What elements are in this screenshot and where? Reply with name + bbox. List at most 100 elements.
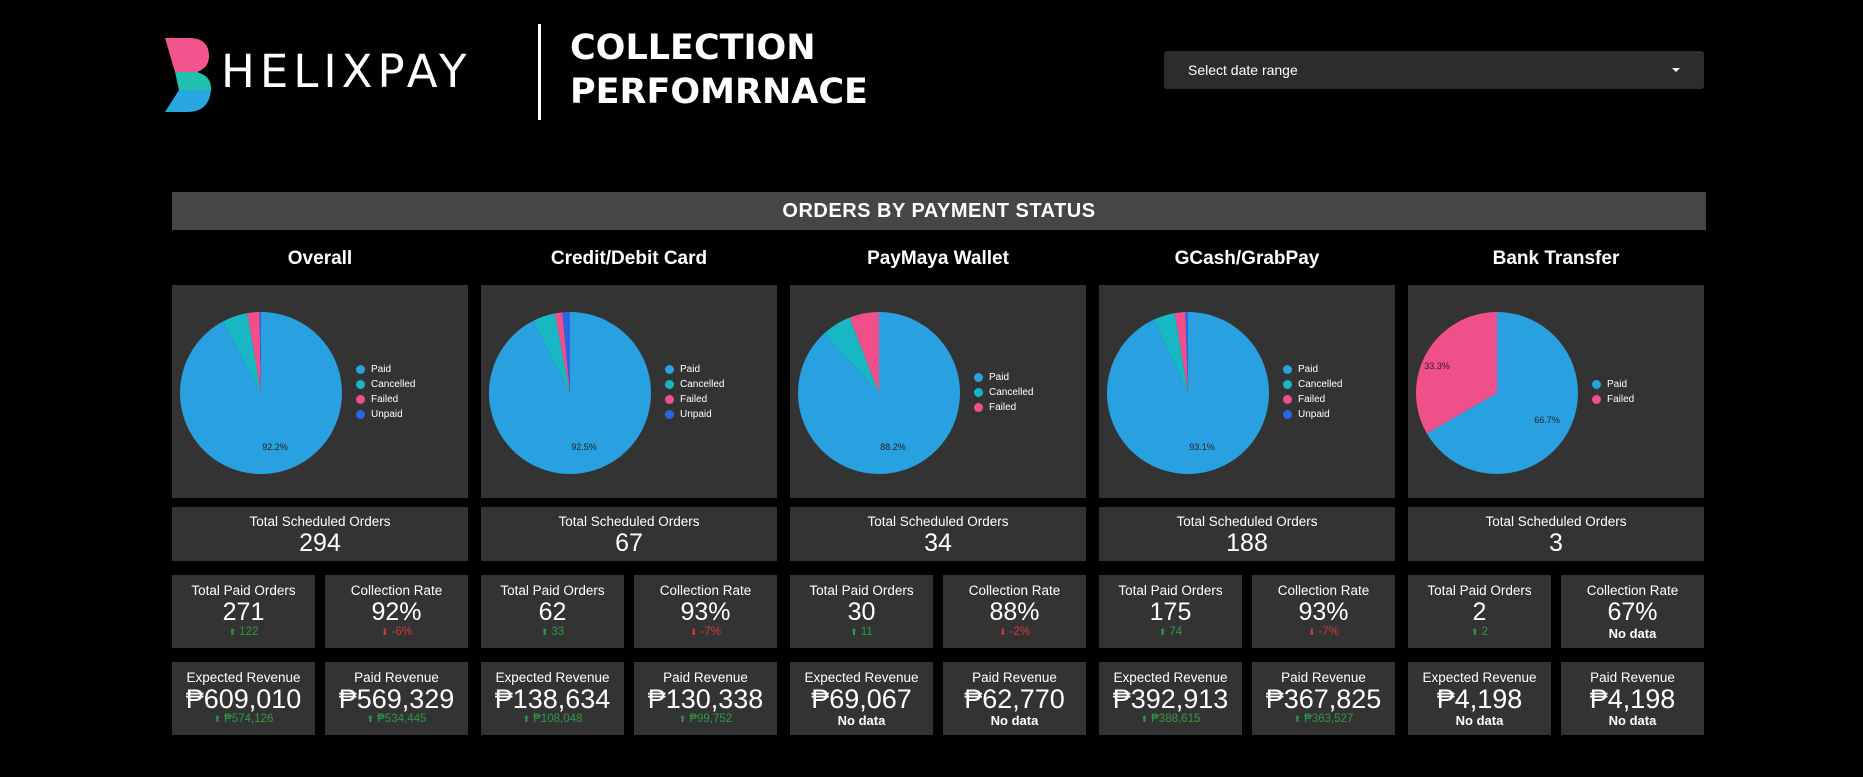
legend-item-unpaid[interactable]: Unpaid — [1283, 408, 1342, 421]
collection-rate-card-label: Collection Rate — [1586, 583, 1679, 598]
legend-dot-icon — [665, 395, 674, 404]
pie-chart-card: 92.2% Paid Cancelled Failed Unpaid — [172, 285, 468, 498]
legend-dot-icon — [665, 365, 674, 374]
legend-item-paid[interactable]: Paid — [1283, 363, 1342, 376]
legend-item-cancelled[interactable]: Cancelled — [974, 386, 1033, 399]
legend-item-failed[interactable]: Failed — [1592, 393, 1634, 406]
arrow-up-icon: ⬆ — [522, 714, 531, 724]
collection-rate-card: Collection Rate 67% No data — [1561, 575, 1704, 648]
pie-chart: 92.2% — [180, 312, 342, 474]
pie-slice-failed[interactable] — [1416, 312, 1497, 434]
collection-rate-card-value: 88% — [989, 598, 1040, 626]
expected-revenue-card-value: ₱4,198 — [1436, 684, 1523, 714]
legend-item-unpaid[interactable]: Unpaid — [665, 408, 724, 421]
chevron-down-icon — [1672, 68, 1680, 72]
legend-label: Cancelled — [989, 386, 1034, 398]
total-scheduled-orders-card: Total Scheduled Orders 188 — [1099, 507, 1395, 561]
total-paid-orders-card-label: Total Paid Orders — [191, 583, 296, 598]
pie-slice-cancelled[interactable] — [1153, 313, 1188, 393]
legend-item-failed[interactable]: Failed — [665, 393, 724, 406]
total-scheduled-orders-card: Total Scheduled Orders 294 — [172, 507, 468, 561]
collection-rate-card-value: 92% — [371, 598, 422, 626]
pie-slice-failed[interactable] — [1174, 312, 1188, 393]
arrow-up-icon: ⬆ — [228, 627, 237, 637]
paid-revenue-card-value: ₱4,198 — [1589, 684, 1676, 714]
total-paid-orders-card-value: 2 — [1472, 598, 1487, 626]
pie-slice-cancelled[interactable] — [824, 317, 879, 393]
pie-chart: 88.2% — [798, 312, 960, 474]
pie-slice-paid[interactable] — [1426, 312, 1578, 474]
collection-rate-card: Collection Rate 93% ⬇ -7% — [634, 575, 777, 648]
expected-revenue-card-label: Expected Revenue — [1422, 670, 1537, 685]
expected-revenue-card: Expected Revenue ₱392,913 ⬆ ₱388,615 — [1099, 662, 1242, 735]
helixpay-logo: HELIXPAY — [165, 36, 515, 116]
paid-revenue-card: Paid Revenue ₱367,825 ⬆ ₱363,527 — [1252, 662, 1395, 735]
paid-revenue-card: Paid Revenue ₱569,329 ⬆ ₱534,445 — [325, 662, 468, 735]
arrow-up-icon: ⬆ — [540, 627, 549, 637]
pie-legend: Paid Cancelled Failed Unpaid — [665, 363, 724, 421]
expected-revenue-card: Expected Revenue ₱4,198 No data — [1408, 662, 1551, 735]
pie-slice-failed[interactable] — [247, 312, 261, 393]
expected-revenue-card-label: Expected Revenue — [1113, 670, 1228, 685]
legend-item-paid[interactable]: Paid — [665, 363, 724, 376]
arrow-down-icon: ⬇ — [999, 627, 1007, 637]
legend-item-paid[interactable]: Paid — [1592, 378, 1634, 391]
legend-item-unpaid[interactable]: Unpaid — [356, 408, 415, 421]
legend-label: Paid — [989, 371, 1010, 383]
total-paid-orders-card: Total Paid Orders 2 ⬆ 2 — [1408, 575, 1551, 648]
pie-slice-unpaid[interactable] — [562, 312, 570, 393]
legend-dot-icon — [1283, 395, 1292, 404]
total-paid-orders-card-delta-value: 122 — [239, 626, 259, 638]
total-scheduled-orders-label: Total Scheduled Orders — [249, 514, 391, 529]
total-paid-orders-card-delta-value: 11 — [860, 626, 873, 638]
arrow-up-icon: ⬆ — [1158, 627, 1167, 637]
expected-revenue-card-label: Expected Revenue — [495, 670, 610, 685]
legend-item-cancelled[interactable]: Cancelled — [665, 378, 724, 391]
pie-slice-unpaid[interactable] — [1185, 312, 1188, 393]
legend-dot-icon — [356, 380, 365, 389]
collection-rate-card-delta: ⬇ -2% — [943, 626, 1086, 639]
legend-label: Cancelled — [1298, 379, 1343, 390]
pie-slice-cancelled[interactable] — [533, 313, 570, 393]
arrow-up-icon: ⬆ — [1293, 714, 1302, 724]
collection-rate-card-delta-value: -6% — [391, 626, 412, 638]
legend-item-failed[interactable]: Failed — [974, 401, 1033, 414]
pie-slice-failed[interactable] — [554, 312, 570, 393]
column-title: PayMaya Wallet — [867, 248, 1009, 269]
total-paid-orders-card-delta-value: 74 — [1169, 626, 1183, 638]
page-title: COLLECTION PERFOMRNACE — [570, 26, 900, 114]
section-header: ORDERS BY PAYMENT STATUS — [172, 192, 1706, 230]
pie-slice-unpaid[interactable] — [259, 312, 261, 393]
legend-dot-icon — [1592, 395, 1601, 404]
legend-item-failed[interactable]: Failed — [356, 393, 415, 406]
legend-item-cancelled[interactable]: Cancelled — [1283, 378, 1342, 391]
legend-dot-icon — [665, 380, 674, 389]
legend-dot-icon — [974, 402, 983, 412]
collection-rate-card-value: 93% — [1298, 598, 1349, 626]
pie-slice-failed[interactable] — [849, 312, 879, 393]
paid-revenue-card-delta-value: ₱534,445 — [377, 713, 427, 725]
paid-revenue-card-delta: ⬆ ₱534,445 — [325, 713, 468, 726]
logo-text: HELIXPAY — [221, 45, 472, 98]
column-bank-transfer: Bank Transfer 66.7% 33.3% Paid Failed Total S… — [1408, 240, 1704, 740]
total-scheduled-orders-value: 188 — [1226, 529, 1268, 557]
collection-rate-card-delta-value: -7% — [1318, 626, 1339, 638]
arrow-down-icon: ⬇ — [381, 627, 389, 637]
legend-item-cancelled[interactable]: Cancelled — [356, 378, 415, 391]
date-range-select[interactable]: Select date range — [1164, 51, 1704, 89]
pie-percent-label-secondary: 33.3% — [1424, 361, 1450, 371]
pie-slice-cancelled[interactable] — [222, 313, 261, 393]
legend-item-paid[interactable]: Paid — [974, 371, 1033, 384]
legend-item-failed[interactable]: Failed — [1283, 393, 1342, 406]
total-paid-orders-card: Total Paid Orders 175 ⬆ 74 — [1099, 575, 1242, 648]
collection-rate-card-no-data: No data — [1608, 626, 1657, 641]
total-paid-orders-card-value: 62 — [538, 598, 567, 626]
legend-label: Cancelled — [371, 379, 416, 390]
arrow-up-icon: ⬆ — [366, 714, 375, 724]
pie-percent-label: 66.7% — [1534, 415, 1560, 425]
arrow-down-icon: ⬇ — [690, 627, 698, 637]
total-scheduled-orders-label: Total Scheduled Orders — [1176, 514, 1318, 529]
expected-revenue-card-label: Expected Revenue — [804, 670, 919, 685]
total-paid-orders-card-label: Total Paid Orders — [809, 583, 914, 598]
legend-item-paid[interactable]: Paid — [356, 363, 415, 376]
